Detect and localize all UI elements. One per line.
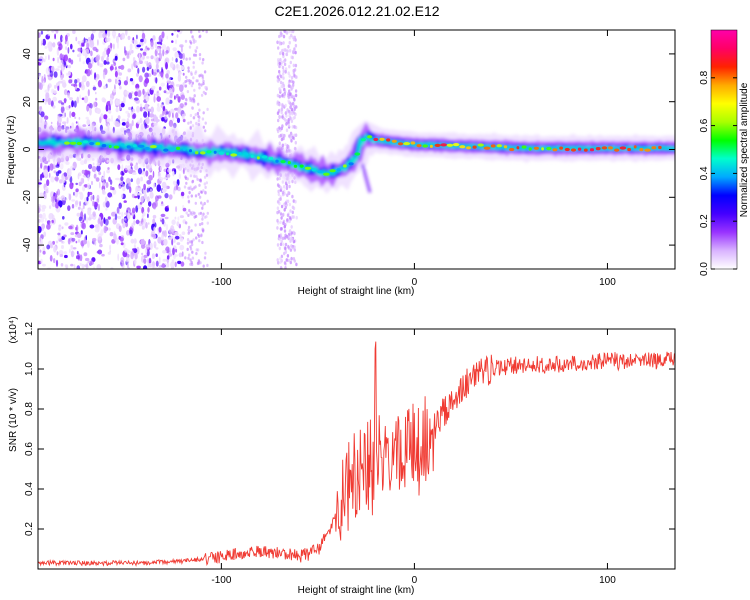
- colorbar-tick-label: 0.2: [699, 214, 710, 228]
- snr-x-tick-label: 0: [412, 575, 418, 586]
- snr-scale-label: (x10⁴): [8, 316, 19, 343]
- colorbar-label: Normalized spectral amplitude: [739, 82, 750, 217]
- snr-y-axis-label: SNR (10 * v/v): [8, 388, 19, 452]
- spectrogram-y-tick-label: 0: [22, 146, 33, 152]
- snr-y-tick-label: 0.2: [24, 522, 35, 536]
- spectrogram-y-tick-label: -40: [22, 237, 33, 252]
- spectrogram-peaks: [64, 135, 662, 176]
- spectrogram-y-tick-label: 40: [22, 48, 33, 60]
- snr-x-tick-label: -100: [211, 575, 231, 586]
- spectrogram-x-tick-label: 0: [412, 277, 418, 288]
- colorbar-tick-label: 0.0: [699, 262, 710, 276]
- colorbar-ticks: 0.0 0.2 0.4 0.6 0.8: [699, 70, 737, 276]
- snr-plot-area: [38, 341, 675, 567]
- spectrogram-x-tick-label: -100: [211, 277, 231, 288]
- spectrogram-x-axis-label: Height of straight line (km): [298, 286, 415, 297]
- snr-y-tick-label: 1.2: [24, 322, 35, 336]
- spectrogram-axes: -100 0 100 -40 -20 0 20 40: [22, 30, 675, 288]
- snr-y-tick-label: 0.4: [24, 482, 35, 496]
- colorbar-tick-label: 0.6: [699, 118, 710, 132]
- spectrogram-panel: -100 0 100 -40 -20 0 20 40 Height of straight l…: [6, 29, 676, 297]
- snr-y-tick-label: 1.0: [24, 362, 35, 376]
- snr-y-tick-label: 0.8: [24, 402, 35, 416]
- spectrogram-y-tick-label: -20: [22, 190, 33, 205]
- figure-title: C2E1.2026.012.21.02.E12: [274, 3, 439, 19]
- snr-axes: -100 0 100 0.2 0.4 0.6 0.8 1.0 1.2: [24, 322, 675, 586]
- spectrogram-signal-band: [38, 117, 675, 195]
- snr-y-tick-label: 0.6: [24, 442, 35, 456]
- spectrogram-y-axis-label: Frequency (Hz): [6, 116, 17, 185]
- snr-x-axis-label: Height of straight line (km): [298, 585, 415, 596]
- spectrogram-heatmap: [38, 30, 675, 269]
- colorbar-tick-label: 0.4: [699, 166, 710, 180]
- colorbar: 0.0 0.2 0.4 0.6 0.8 Normalized spectral ampl…: [699, 29, 750, 276]
- colorbar-scale: [710, 29, 738, 270]
- spectrogram-x-tick-label: 100: [599, 277, 616, 288]
- snr-frame: [37, 328, 676, 570]
- colorbar-tick-label: 0.8: [699, 70, 710, 84]
- spectrogram-y-tick-label: 20: [22, 96, 33, 108]
- snr-x-tick-label: 100: [599, 575, 616, 586]
- snr-panel: -100 0 100 0.2 0.4 0.6 0.8 1.0 1.2 Height of str…: [8, 316, 676, 596]
- snr-series-line: [38, 341, 675, 567]
